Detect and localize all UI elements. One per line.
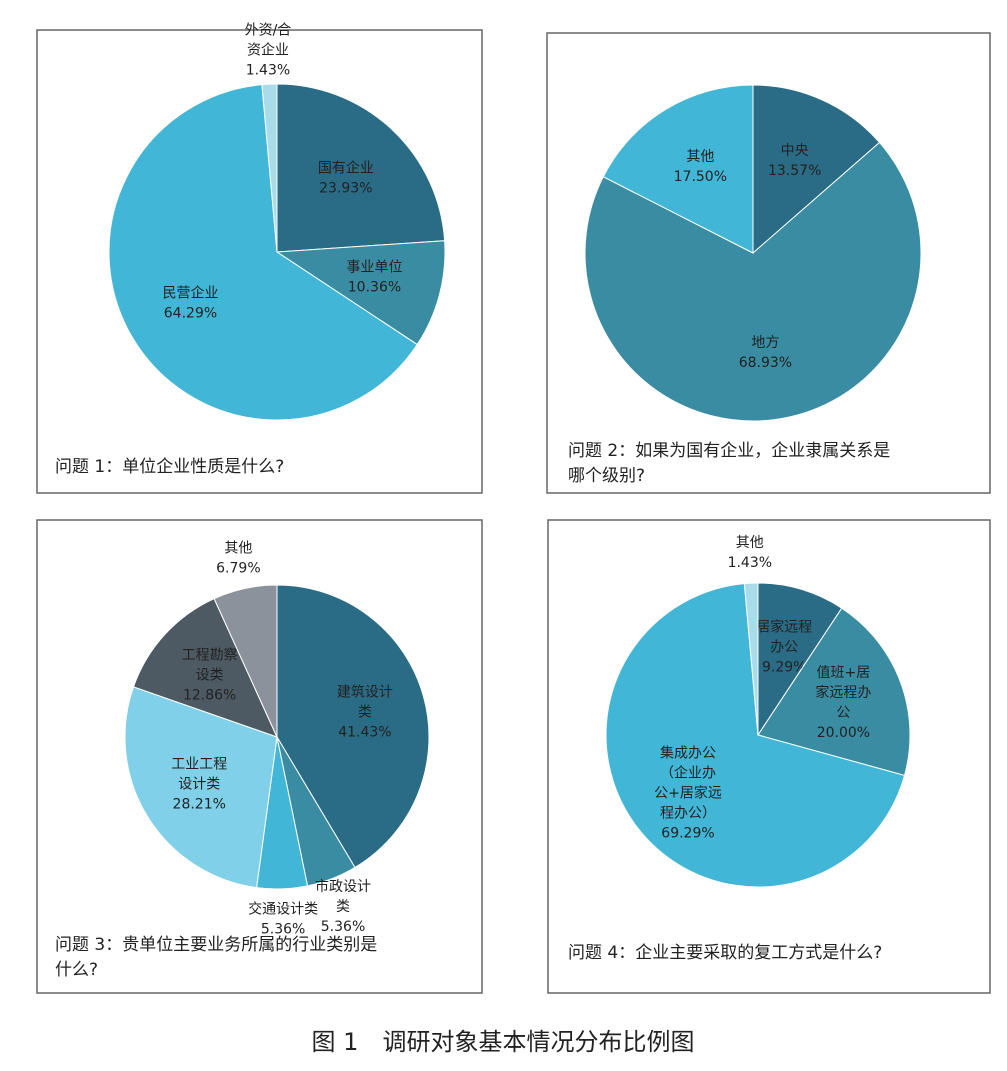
slice-label: 外资/合资企业	[245, 23, 292, 59]
slice-label: 工程勘察设类	[182, 646, 238, 683]
panel	[36, 29, 483, 494]
value-label: 68.93%	[739, 355, 792, 371]
value-label: 12.86%	[183, 687, 236, 703]
caption: 图 1 调研对象基本情况分布比例图	[312, 1028, 695, 1056]
slice-label: 值班+居家远程办公	[815, 665, 871, 721]
slice-label: 其他	[686, 149, 714, 165]
value-label: 13.57%	[768, 163, 821, 179]
pie-slice	[757, 582, 843, 737]
pie-slice	[124, 686, 278, 889]
slice-label: 工业工程设计类	[171, 757, 227, 793]
value-label: 28.21%	[173, 797, 226, 813]
value-label: 64.29%	[164, 306, 217, 322]
value-label: 9.29%	[762, 660, 806, 676]
slice-label: 居家远程办公	[756, 619, 812, 656]
slice-label: 建筑设计类	[337, 685, 393, 721]
value-label: 10.36%	[348, 280, 401, 296]
value-label: 6.79%	[216, 561, 260, 577]
slice-label: 地方	[751, 335, 779, 351]
slice-label: 其他	[224, 541, 252, 557]
chart-title: 问题 1：单位企业性质是什么?	[55, 457, 284, 477]
pie-slice	[743, 582, 759, 736]
value-label: 5.36%	[321, 919, 365, 935]
slice-label: 其他	[736, 535, 764, 551]
pie-slice	[757, 607, 911, 777]
chart-title: 问题 4：企业主要采取的复工方式是什么?	[568, 943, 882, 963]
value-label: 17.50%	[674, 169, 727, 185]
slice-label: 事业单位	[346, 260, 402, 276]
chart-title: 问题 3：贵单位主要业务所属的行业类别是什么?	[55, 935, 377, 980]
slice-label: 国有企业	[318, 159, 374, 176]
pie-slice	[276, 584, 430, 869]
pie-slice	[108, 84, 418, 421]
value-label: 20.00%	[817, 725, 870, 741]
value-label: 69.29%	[661, 825, 714, 841]
pie-slice	[213, 584, 278, 738]
value-label: 5.36%	[261, 921, 305, 937]
pie-slice	[584, 141, 922, 422]
pie-slice	[275, 240, 446, 346]
slice-label: 中央	[781, 143, 809, 159]
slice-label: 集成办公（企业办公+居家远程办公）	[654, 744, 722, 821]
value-label: 1.43%	[728, 555, 772, 571]
value-label: 1.43%	[246, 63, 290, 79]
pie-slice	[605, 583, 906, 888]
pie-slice	[276, 83, 446, 253]
pie-slice	[132, 597, 278, 738]
slice-label: 交通设计类	[248, 900, 318, 917]
value-label: 41.43%	[338, 725, 391, 741]
slice-label: 市政设计类	[315, 878, 371, 915]
panel	[546, 32, 991, 494]
pie-slice	[752, 84, 881, 255]
panel	[36, 519, 483, 994]
chart-title: 问题 2：如果为国有企业，企业隶属关系是哪个级别?	[568, 441, 890, 486]
pie-slice	[261, 83, 278, 253]
slice-label: 民营企业	[162, 285, 218, 302]
pie-slice	[602, 84, 754, 254]
value-label: 23.93%	[319, 180, 372, 196]
panel	[547, 519, 991, 994]
